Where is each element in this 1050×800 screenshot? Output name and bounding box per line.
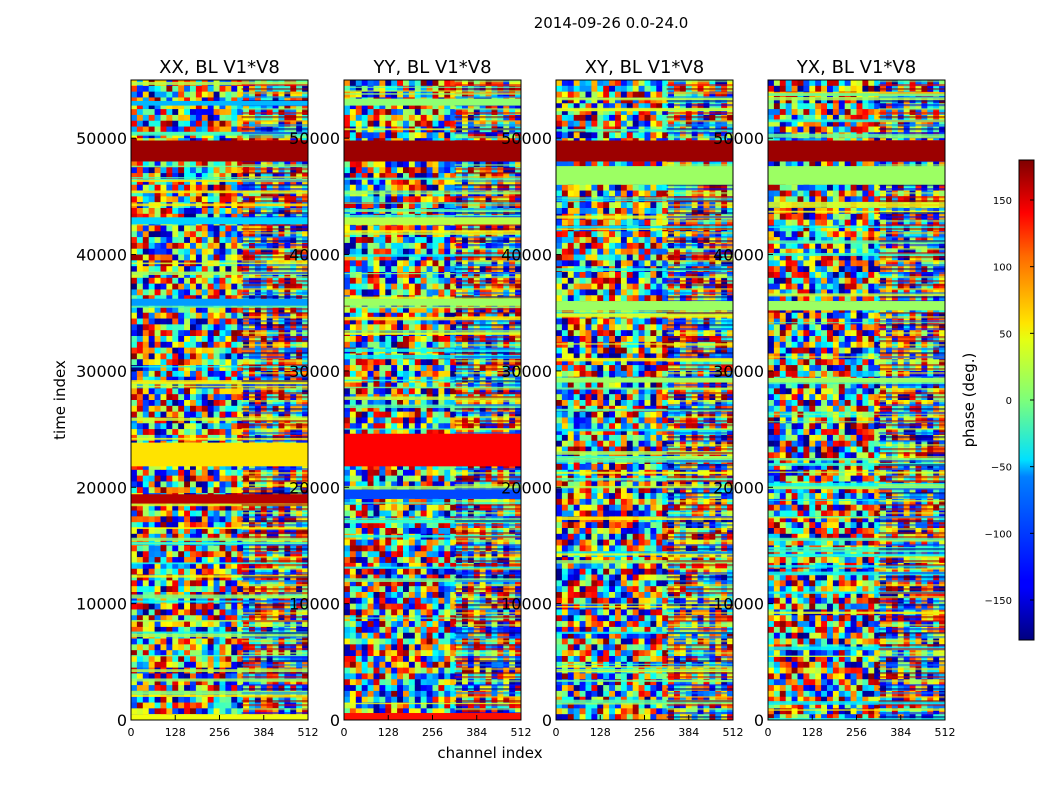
panel-title: YY, BL V1*V8: [372, 57, 491, 78]
x-tick-label: 512: [511, 726, 532, 739]
x-tick-label: 512: [935, 726, 956, 739]
phase-band: [768, 140, 945, 162]
heatmap-image: [131, 80, 308, 720]
x-tick-label: 512: [298, 726, 319, 739]
colorbar: 150 100 50 0 −50 −100 −150 phase (deg.): [960, 159, 1035, 641]
y-tick-label: 30000: [289, 362, 340, 381]
x-tick-label: 512: [723, 726, 744, 739]
colorbar-tick-label: 50: [999, 329, 1012, 340]
phase-band: [131, 494, 308, 504]
panels-group: XX, BL V1*V8 0 128 256 384 512 0 10000 20000 3000…: [76, 57, 955, 739]
y-tick-label: 0: [754, 711, 764, 730]
x-tick-label: 128: [165, 726, 186, 739]
phase-band: [344, 489, 521, 499]
y-tick-label: 20000: [289, 478, 340, 497]
x-tick-label: 0: [341, 726, 348, 739]
y-tick-label: 10000: [713, 595, 764, 614]
phase-band: [344, 140, 521, 162]
y-tick-label: 20000: [501, 478, 552, 497]
phase-band: [131, 140, 308, 162]
y-tick-label: 20000: [76, 478, 127, 497]
y-tick-label: 50000: [76, 129, 127, 148]
x-tick-label: 0: [553, 726, 560, 739]
panel-title: XY, BL V1*V8: [585, 57, 704, 78]
x-axis-label: channel index: [437, 744, 542, 762]
y-axis-label: time index: [51, 360, 69, 440]
y-tick-label: 50000: [289, 129, 340, 148]
y-tick-label: 20000: [713, 478, 764, 497]
y-tick-label: 40000: [76, 246, 127, 265]
y-tick-label: 30000: [76, 362, 127, 381]
colorbar-tick-label: −100: [985, 529, 1012, 540]
phase-band: [556, 140, 733, 162]
phase-band: [768, 166, 945, 185]
x-tick-label: 384: [890, 726, 911, 739]
x-tick-label: 256: [209, 726, 230, 739]
panel-title: XX, BL V1*V8: [159, 57, 280, 78]
x-tick-label: 0: [765, 726, 772, 739]
colorbar-tick-label: 150: [993, 196, 1012, 207]
phase-band: [768, 377, 945, 383]
colorbar-label: phase (deg.): [960, 353, 978, 448]
y-tick-label: 0: [330, 711, 340, 730]
y-tick-label: 10000: [501, 595, 552, 614]
phase-band: [556, 377, 733, 383]
x-tick-label: 384: [678, 726, 699, 739]
panel-2: XY, BL V1*V8 0 128 256 384 512 0 10000 20000 3000…: [501, 57, 743, 739]
y-tick-label: 0: [117, 711, 127, 730]
y-tick-label: 10000: [76, 595, 127, 614]
phase-band: [556, 301, 733, 311]
x-tick-label: 256: [634, 726, 655, 739]
x-tick-label: 0: [128, 726, 135, 739]
x-tick-label: 128: [378, 726, 399, 739]
phase-band: [131, 298, 308, 306]
x-tick-label: 384: [466, 726, 487, 739]
panel-title: YX, BL V1*V8: [796, 57, 916, 78]
y-tick-label: 50000: [501, 129, 552, 148]
y-tick-label: 40000: [713, 246, 764, 265]
y-tick-label: 0: [542, 711, 552, 730]
panel-0: XX, BL V1*V8 0 128 256 384 512 0 10000 20000 3000…: [76, 57, 318, 739]
panel-3: YX, BL V1*V8 0 128 256 384 512 0 10000 20000 3000…: [713, 57, 955, 739]
phase-band: [344, 298, 521, 306]
y-tick-label: 50000: [713, 129, 764, 148]
heatmap-image: [344, 80, 521, 720]
phase-band: [344, 433, 521, 467]
phase-band: [131, 443, 308, 467]
y-tick-label: 40000: [289, 246, 340, 265]
phase-band: [556, 166, 733, 185]
phase-band: [131, 217, 308, 225]
phase-band: [344, 98, 521, 106]
figure-suptitle: 2014-09-26 0.0-24.0: [534, 14, 689, 32]
x-tick-label: 128: [590, 726, 611, 739]
heatmap-image: [768, 80, 945, 720]
phase-band: [768, 301, 945, 311]
colorbar-tick-label: −50: [991, 463, 1012, 474]
x-tick-label: 128: [802, 726, 823, 739]
x-tick-label: 256: [846, 726, 867, 739]
phase-band: [131, 100, 308, 106]
phase-band: [344, 217, 521, 225]
colorbar-tick-label: 100: [993, 263, 1012, 274]
colorbar-tick-label: −150: [985, 596, 1012, 607]
colorbar-tick-label: 0: [1006, 396, 1012, 407]
y-tick-label: 30000: [501, 362, 552, 381]
heatmap-image: [556, 80, 733, 720]
y-tick-label: 40000: [501, 246, 552, 265]
panel-1: YY, BL V1*V8 0 128 256 384 512 0 10000 20000 3000…: [289, 57, 531, 739]
y-tick-label: 30000: [713, 362, 764, 381]
x-tick-label: 384: [253, 726, 274, 739]
x-tick-label: 256: [422, 726, 443, 739]
y-tick-label: 10000: [289, 595, 340, 614]
